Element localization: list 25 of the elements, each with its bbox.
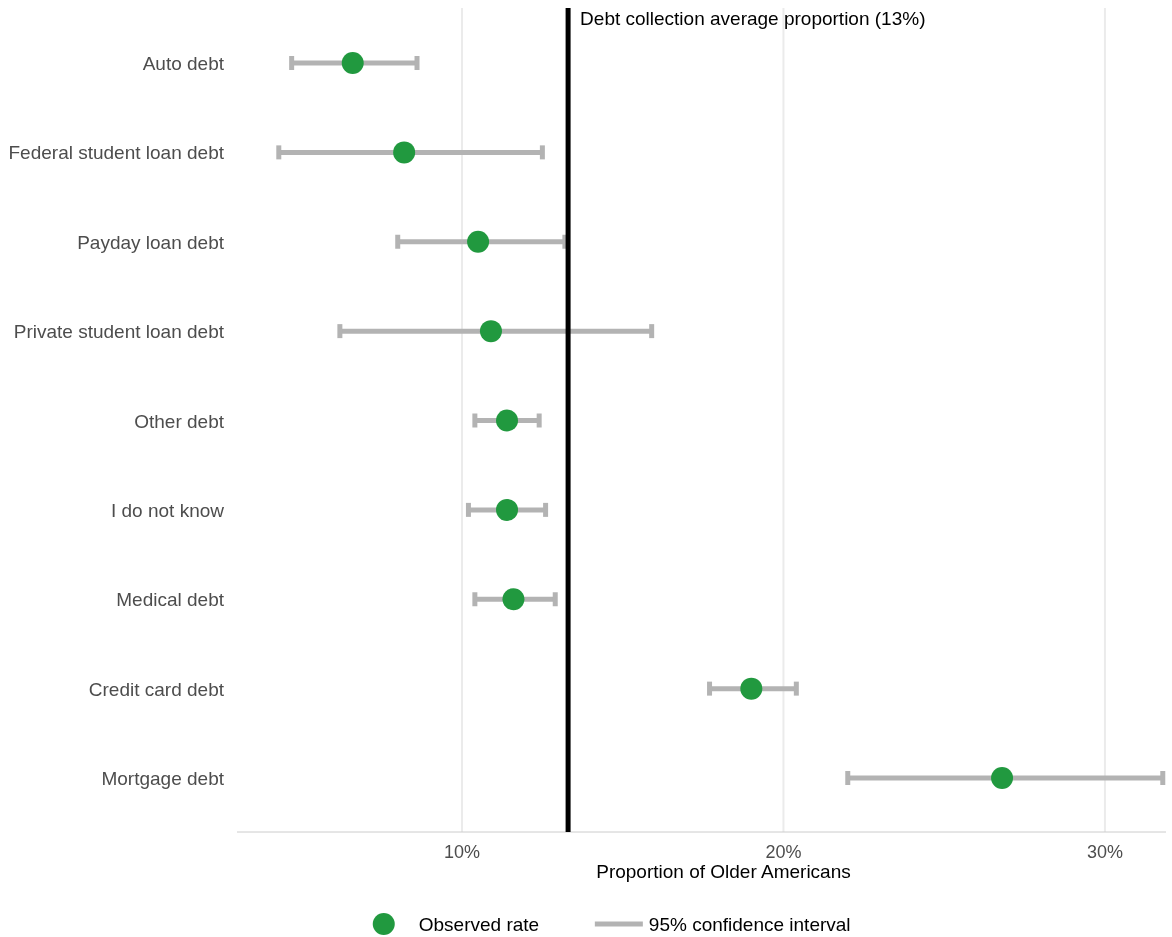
x-tick-label: 10% bbox=[444, 842, 481, 862]
legend-label: Observed rate bbox=[418, 914, 540, 935]
point bbox=[341, 52, 364, 74]
ref-line-label: Debt collection average proportion (13%) bbox=[580, 8, 926, 29]
point bbox=[496, 498, 519, 521]
y-tick-label: Payday loan debt bbox=[77, 231, 225, 253]
x-axis-title: Proportion of Older Americans bbox=[596, 861, 851, 882]
point bbox=[740, 677, 763, 700]
point bbox=[467, 230, 490, 253]
point bbox=[393, 141, 416, 164]
point bbox=[479, 320, 502, 343]
y-tick-label: Auto debt bbox=[142, 53, 225, 74]
y-tick-label: Credit card debt bbox=[88, 678, 225, 700]
y-tick-label: Federal student loan debt bbox=[8, 142, 225, 164]
y-tick-label: Private student loan debt bbox=[13, 321, 225, 343]
x-tick-label: 20% bbox=[765, 842, 802, 862]
y-tick-label: I do not know bbox=[110, 499, 225, 521]
x-tick-label: 30% bbox=[1086, 842, 1123, 862]
y-tick-label: Mortgage debt bbox=[101, 768, 225, 789]
point bbox=[991, 767, 1014, 789]
point bbox=[496, 409, 519, 432]
point bbox=[502, 588, 525, 611]
y-tick-label: Other debt bbox=[134, 410, 225, 432]
y-tick-label: Medical debt bbox=[116, 589, 225, 611]
text: 95% confidence interval bbox=[648, 914, 851, 935]
